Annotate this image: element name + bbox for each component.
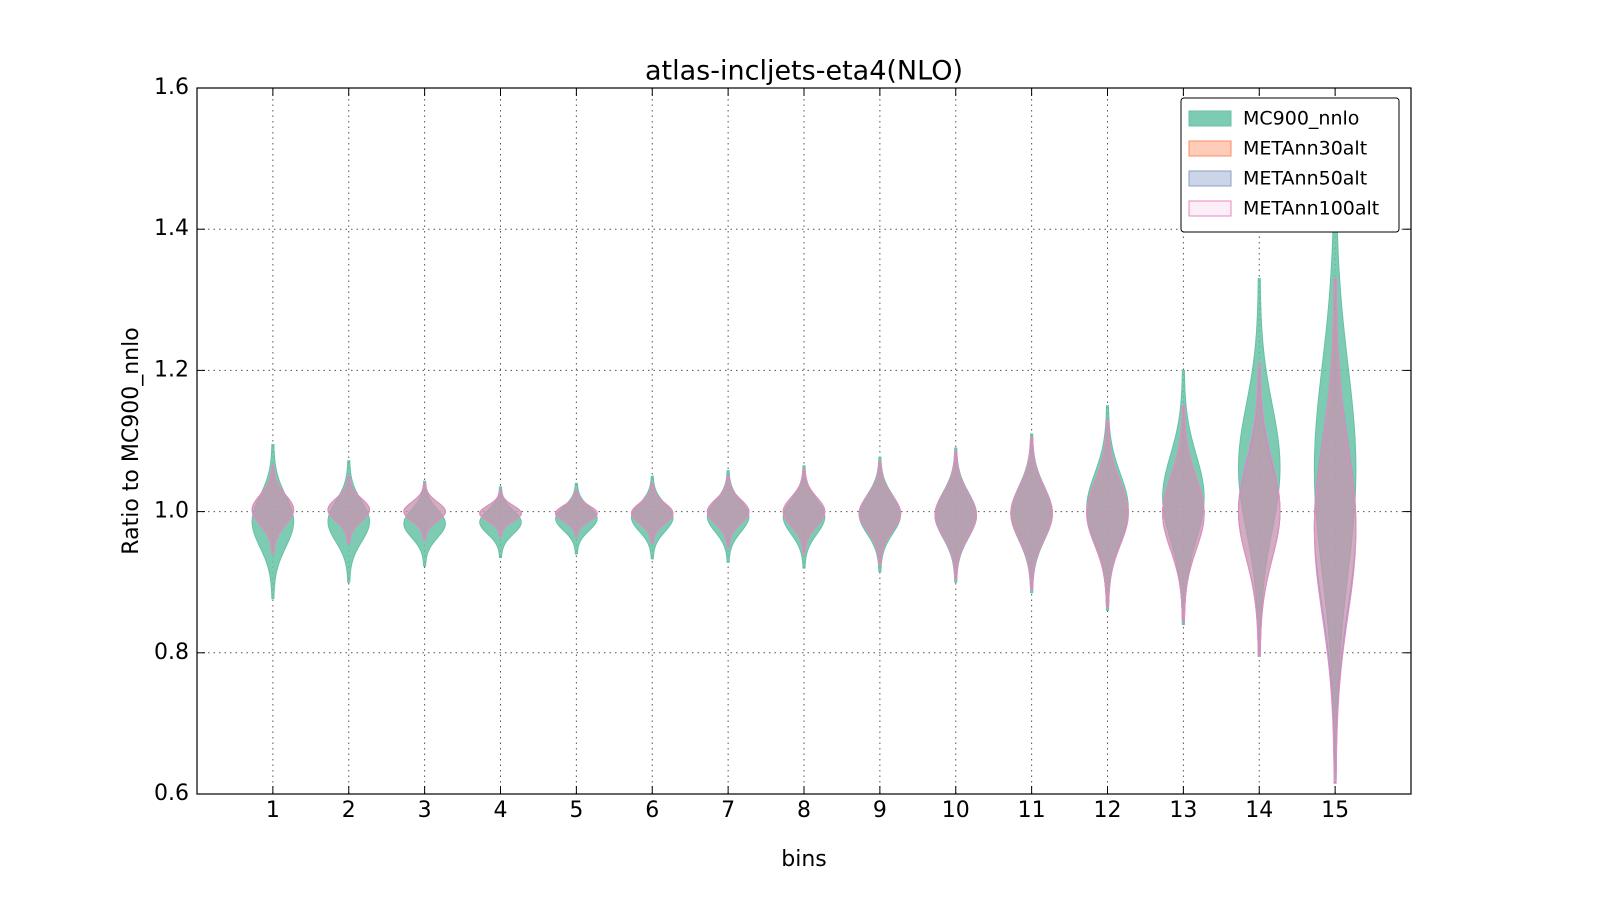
plot-frame bbox=[196, 87, 1412, 795]
violin bbox=[858, 461, 902, 566]
legend-label: METAnn30alt bbox=[1243, 138, 1367, 160]
violin bbox=[403, 480, 446, 567]
x-tick-label: 4 bbox=[494, 798, 508, 823]
violin bbox=[403, 482, 446, 541]
legend-label: METAnn100alt bbox=[1243, 198, 1379, 220]
violin bbox=[934, 447, 978, 583]
violin bbox=[630, 475, 674, 560]
x-tick-label: 2 bbox=[342, 798, 356, 823]
violin bbox=[934, 451, 978, 580]
x-tick-label: 13 bbox=[1169, 798, 1197, 823]
x-tick-label: 8 bbox=[797, 798, 811, 823]
legend-label: MC900_nnlo bbox=[1243, 108, 1359, 130]
violin bbox=[251, 444, 295, 599]
y-tick-label: 0.6 bbox=[154, 781, 189, 806]
y-tick-label: 1.6 bbox=[154, 75, 189, 100]
x-tick-label: 7 bbox=[721, 798, 735, 823]
violin bbox=[1237, 278, 1281, 657]
x-axis-label: bins bbox=[781, 847, 826, 872]
violin bbox=[782, 465, 826, 569]
legend-label: METAnn50alt bbox=[1243, 168, 1367, 190]
violin bbox=[479, 486, 522, 558]
violin bbox=[251, 465, 295, 555]
legend-swatch bbox=[1188, 170, 1232, 187]
legend: MC900_nnlo METAnn30alt METAnn50alt METAnn10… bbox=[1180, 97, 1400, 233]
violin bbox=[782, 468, 826, 555]
y-axis-label: Ratio to MC900_nnlo bbox=[119, 327, 144, 554]
legend-frame bbox=[1180, 97, 1400, 233]
x-tick-label: 11 bbox=[1018, 798, 1046, 823]
violin bbox=[1086, 419, 1129, 608]
violin bbox=[1313, 278, 1357, 784]
legend-swatch bbox=[1188, 200, 1232, 217]
violin bbox=[706, 475, 750, 548]
x-tick-label: 6 bbox=[645, 798, 659, 823]
legend-swatch bbox=[1188, 110, 1232, 127]
y-tick-label: 1.2 bbox=[154, 357, 189, 382]
x-tick-label: 5 bbox=[569, 798, 583, 823]
violin bbox=[706, 470, 750, 563]
x-tick-label: 14 bbox=[1245, 798, 1273, 823]
y-tick-label: 1.4 bbox=[154, 216, 189, 241]
violin bbox=[555, 489, 598, 537]
violin bbox=[630, 482, 674, 544]
y-tick-label: 0.8 bbox=[154, 640, 189, 665]
x-tick-label: 10 bbox=[942, 798, 970, 823]
violin bbox=[327, 475, 371, 544]
violin bbox=[1010, 436, 1053, 590]
violin bbox=[1162, 369, 1205, 626]
violin bbox=[555, 482, 598, 555]
chart-title: atlas-incljets-eta4(NLO) bbox=[645, 56, 963, 87]
x-tick-label: 12 bbox=[1094, 798, 1122, 823]
violin bbox=[858, 456, 902, 573]
y-tick-label: 1.0 bbox=[154, 499, 189, 524]
legend-swatch bbox=[1188, 140, 1232, 157]
x-tick-label: 1 bbox=[266, 798, 280, 823]
violin bbox=[479, 489, 522, 537]
x-tick-label: 15 bbox=[1321, 798, 1349, 823]
violin bbox=[1237, 362, 1281, 657]
violin bbox=[1162, 405, 1205, 622]
violin bbox=[327, 460, 371, 583]
x-tick-label: 9 bbox=[873, 798, 887, 823]
violin bbox=[1086, 405, 1129, 611]
x-tick-label: 3 bbox=[418, 798, 432, 823]
